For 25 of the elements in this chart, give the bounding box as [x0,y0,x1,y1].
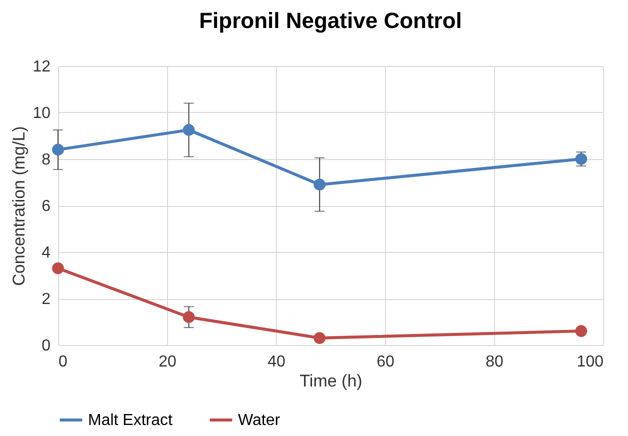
chart-title: Fipronil Negative Control [199,8,462,33]
x-tick-label: 0 [58,354,68,370]
point [575,325,588,337]
y-tick-label: 0 [42,338,51,354]
point [182,124,195,136]
x-tick-label: 20 [158,354,176,370]
point [182,311,195,324]
y-tick-label: 10 [32,105,51,122]
point [52,262,64,274]
y-tick-label: 12 [32,58,51,76]
legend-label: Malt Extract [88,412,174,429]
point [314,332,326,344]
x-tick-label: 100 [576,354,604,370]
point [52,144,64,156]
y-axis-title: Concentration (mg/L) [10,126,29,286]
y-tick-label: 8 [42,152,51,168]
x-tick-label: 40 [268,354,286,370]
point [314,178,326,190]
x-tick-label: 60 [376,354,394,370]
x-axis-title: Time (h) [300,372,362,390]
x-tick-label: 80 [486,354,504,370]
y-tick-label: 2 [42,291,51,308]
legend-label: Water [238,412,281,429]
y-tick-label: 4 [42,244,51,262]
y-tick-label: 6 [42,198,51,215]
